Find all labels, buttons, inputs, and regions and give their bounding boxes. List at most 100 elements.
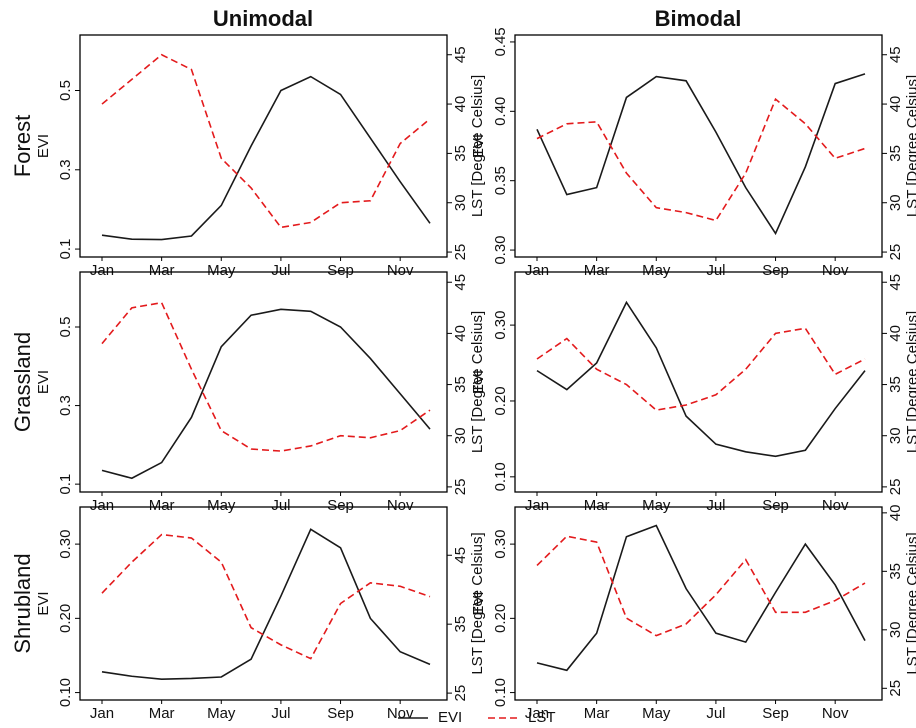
y-tick-label: 0.20 — [57, 604, 74, 633]
y-tick-label: 0.1 — [57, 474, 74, 495]
data-line — [536, 300, 866, 458]
y-axis-label: EVI — [35, 370, 52, 394]
y2-tick-label: 25 — [452, 244, 469, 261]
y2-tick-label: 35 — [887, 145, 904, 162]
y-tick-label: 0.30 — [57, 530, 74, 559]
y2-axis-label: LST [Degree Celsius] — [904, 311, 916, 453]
x-tick-label: Jul — [271, 497, 290, 514]
y-tick-label: 0.5 — [57, 80, 74, 101]
x-tick-label: Nov — [387, 262, 414, 279]
y2-tick-label: 45 — [452, 46, 469, 63]
data-line — [536, 97, 866, 222]
x-tick-label: Jan — [525, 497, 549, 514]
data-line — [536, 535, 866, 637]
x-tick-label: Jan — [90, 262, 114, 279]
row-label: Forest — [10, 115, 35, 177]
x-tick-label: May — [642, 262, 671, 279]
data-line — [101, 533, 431, 660]
data-line — [101, 301, 431, 452]
y2-tick-label: 30 — [452, 427, 469, 444]
plot-frame — [79, 271, 448, 493]
row-label: Grassland — [10, 332, 35, 432]
y2-tick-label: 40 — [452, 96, 469, 113]
x-tick-label: Mar — [584, 705, 610, 722]
x-tick-label: Jul — [271, 262, 290, 279]
y2-tick-label: 25 — [887, 680, 904, 697]
x-tick-label: May — [207, 262, 236, 279]
y-tick-label: 0.10 — [57, 678, 74, 707]
y-tick-label: 0.30 — [492, 235, 509, 264]
y2-tick-label: 25 — [887, 244, 904, 261]
y2-tick-label: 35 — [452, 145, 469, 162]
x-tick-label: Sep — [327, 705, 354, 722]
y-tick-label: 0.20 — [492, 604, 509, 633]
y2-tick-label: 25 — [887, 479, 904, 496]
y-axis-label: EVI — [470, 591, 487, 615]
x-tick-label: Nov — [822, 497, 849, 514]
y2-tick-label: 45 — [452, 274, 469, 291]
y2-tick-label: 35 — [887, 376, 904, 393]
y-tick-label: 0.5 — [57, 317, 74, 338]
x-tick-label: Nov — [822, 705, 849, 722]
x-tick-label: May — [642, 705, 671, 722]
y2-tick-label: 25 — [452, 685, 469, 702]
x-tick-label: Sep — [762, 705, 789, 722]
x-tick-label: Sep — [762, 497, 789, 514]
column-title: Unimodal — [213, 6, 313, 31]
y-axis-label: EVI — [470, 370, 487, 394]
x-tick-label: Jan — [90, 497, 114, 514]
data-line — [101, 53, 431, 229]
x-tick-label: Jan — [90, 705, 114, 722]
y-tick-label: 0.30 — [492, 311, 509, 340]
plot-frame — [514, 34, 883, 258]
x-tick-label: Nov — [387, 705, 414, 722]
x-tick-label: Mar — [584, 262, 610, 279]
y2-axis-label: LST [Degree Celsius] — [469, 75, 486, 217]
y-axis-label: EVI — [470, 134, 487, 158]
y-tick-label: 0.3 — [57, 395, 74, 416]
y2-axis-label: LST [Degree Celsius] — [469, 311, 486, 453]
y-tick-label: 0.10 — [492, 462, 509, 491]
x-tick-label: Sep — [327, 262, 354, 279]
y2-tick-label: 40 — [887, 505, 904, 522]
x-tick-label: May — [642, 497, 671, 514]
data-line — [536, 73, 866, 236]
y2-tick-label: 45 — [887, 46, 904, 63]
x-tick-label: May — [207, 705, 236, 722]
y2-tick-label: 40 — [887, 96, 904, 113]
y2-tick-label: 35 — [452, 616, 469, 633]
legend-label: LST — [528, 709, 556, 726]
y2-tick-label: 25 — [452, 479, 469, 496]
y2-tick-label: 30 — [887, 621, 904, 638]
x-tick-label: May — [207, 497, 236, 514]
x-tick-label: Jul — [706, 262, 725, 279]
plot-frame — [79, 506, 448, 701]
y-tick-label: 0.20 — [492, 386, 509, 415]
x-tick-label: Jul — [706, 705, 725, 722]
data-line — [536, 327, 866, 411]
x-tick-label: Sep — [327, 497, 354, 514]
y-tick-label: 0.10 — [492, 678, 509, 707]
y-tick-label: 0.3 — [57, 159, 74, 180]
x-tick-label: Mar — [149, 705, 175, 722]
x-tick-label: Mar — [149, 262, 175, 279]
row-label: Shrubland — [10, 553, 35, 653]
x-tick-label: Nov — [387, 497, 414, 514]
x-tick-label: Nov — [822, 262, 849, 279]
plot-frame — [514, 271, 883, 493]
x-tick-label: Jul — [271, 705, 290, 722]
plot-frame — [79, 34, 448, 258]
y-tick-label: 0.1 — [57, 239, 74, 260]
legend-label: EVI — [438, 709, 462, 726]
y-axis-label: EVI — [35, 591, 52, 615]
y-tick-label: 0.30 — [492, 530, 509, 559]
y2-axis-label: LST [Degree Celsius] — [904, 75, 916, 217]
y2-axis-label: LST [Degree Celsius] — [904, 532, 916, 674]
y-tick-label: 0.40 — [492, 97, 509, 126]
data-line — [101, 308, 431, 480]
y2-tick-label: 30 — [887, 427, 904, 444]
y2-axis-label: LST [Degree Celsius] — [469, 532, 486, 674]
y2-tick-label: 45 — [452, 547, 469, 564]
y-tick-label: 0.35 — [492, 166, 509, 195]
